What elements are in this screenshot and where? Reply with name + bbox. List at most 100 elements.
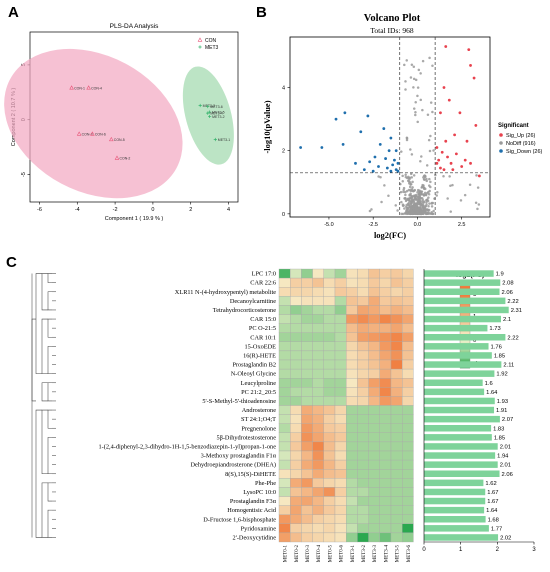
sig-down-point — [299, 146, 303, 149]
nodiff-point — [402, 190, 405, 194]
sig-up-point — [440, 150, 444, 154]
heatmap-cell — [301, 469, 313, 479]
heatmap-cell — [290, 478, 302, 488]
nodiff-point — [425, 164, 429, 167]
sig-up-point — [460, 165, 464, 168]
legend-label: Sig_Down (26) — [506, 149, 543, 155]
heatmap-cell — [346, 505, 358, 515]
nodiff-point — [414, 78, 418, 82]
heatmap-cell — [357, 396, 369, 406]
heatmap-cell — [312, 423, 324, 433]
heatmap-cell — [334, 323, 347, 333]
heatmap-cell — [290, 523, 302, 534]
nodiff-point — [425, 179, 428, 183]
heatmap-cell — [290, 469, 302, 479]
heatmap-cell — [290, 505, 302, 515]
nodiff-point — [406, 179, 410, 183]
point-label: MET3-3 — [203, 104, 216, 108]
column-label: MET3-3 — [373, 545, 378, 563]
nodiff-point — [421, 202, 424, 205]
heatmap-cell — [323, 450, 336, 461]
heatmap-cell — [346, 323, 358, 333]
heatmap-cell — [323, 423, 336, 433]
nodiff-point — [419, 72, 422, 75]
dendrogram-branch — [35, 273, 42, 374]
column-label: MET0-4 — [317, 545, 322, 563]
bar — [424, 297, 506, 305]
heatmap-cell — [290, 450, 302, 461]
heatmap-cell — [368, 496, 380, 506]
heatmap-cell — [312, 432, 324, 443]
heatmap-cell — [278, 314, 291, 324]
bar-value-label: 2.22 — [507, 299, 518, 305]
x-tick-label: -2.5 — [368, 222, 377, 228]
heatmap-cell — [346, 441, 358, 452]
heatmap-cell — [379, 323, 392, 333]
bar — [424, 461, 498, 468]
nodiff-point — [427, 190, 430, 194]
heatmap-cell — [357, 378, 369, 388]
point-label: MET3-2 — [212, 115, 225, 119]
x-tick-label: 0.0 — [414, 222, 422, 228]
heatmap-cell — [357, 368, 369, 379]
heatmap-cell — [357, 505, 369, 515]
column-label: MET0-1 — [284, 545, 289, 563]
nodiff-point — [414, 197, 417, 200]
dendrogram-branch — [47, 437, 52, 475]
heatmap-cell — [379, 305, 392, 315]
nodiff-point — [420, 155, 423, 158]
heatmap-cell — [368, 532, 380, 543]
nodiff-point — [380, 200, 383, 204]
heatmap-cell — [390, 532, 403, 543]
heatmap-cell — [379, 459, 392, 470]
heatmap-cell — [357, 359, 369, 370]
sig-down-point — [343, 111, 347, 115]
nodiff-point — [442, 174, 445, 178]
heatmap-cell — [357, 387, 369, 397]
heatmap-cell — [346, 378, 358, 388]
nodiff-point — [401, 212, 405, 216]
bar-value-label: 2.11 — [503, 363, 514, 369]
heatmap-cell — [346, 478, 358, 488]
nodiff-point — [410, 153, 414, 156]
heatmap-cell — [379, 350, 392, 361]
bar-value-label: 1.6 — [485, 381, 493, 387]
heatmap-cell — [368, 405, 380, 415]
heatmap-cell — [346, 314, 358, 324]
legend-label-con: CON — [205, 38, 217, 44]
heatmap-cell — [334, 305, 347, 315]
heatmap-cell — [390, 287, 403, 297]
bar-value-label: 1.93 — [497, 399, 508, 405]
row-label: 8(S),15(S)-DiHETE — [225, 471, 276, 478]
sig-up-point — [442, 86, 446, 89]
nodiff-point — [434, 173, 437, 177]
heatmap-cell — [357, 314, 369, 324]
colorbar-step — [460, 286, 470, 289]
bar — [424, 343, 489, 350]
row-label: Phe-Phe — [255, 480, 276, 487]
nodiff-point — [405, 59, 408, 62]
column-label: MET0-6 — [340, 545, 345, 563]
legend-marker — [499, 149, 503, 153]
heatmap-cell — [278, 423, 291, 433]
heatmap-cell — [346, 487, 358, 497]
legend-marker-con — [197, 37, 203, 42]
heatmap-cell — [312, 505, 324, 515]
nodiff-point — [415, 209, 418, 213]
point-label: CON-2 — [119, 157, 130, 161]
heatmap-cell — [278, 496, 291, 506]
heatmap-cell — [390, 423, 403, 433]
heatmap-cell — [346, 432, 358, 443]
heatmap-cell — [390, 368, 403, 379]
row-label: PC 21:2_20:5 — [241, 389, 276, 396]
heatmap-cell — [323, 387, 336, 397]
heatmap-cell — [301, 296, 313, 306]
bar-value-label: 1.85 — [494, 353, 505, 359]
heatmap-cell — [278, 387, 291, 397]
heatmap-cell — [402, 469, 414, 479]
heatmap-cell — [368, 478, 380, 488]
nodiff-point — [401, 174, 404, 178]
nodiff-point — [412, 65, 416, 69]
heatmap-cell — [334, 287, 347, 297]
nodiff-point — [399, 190, 403, 194]
